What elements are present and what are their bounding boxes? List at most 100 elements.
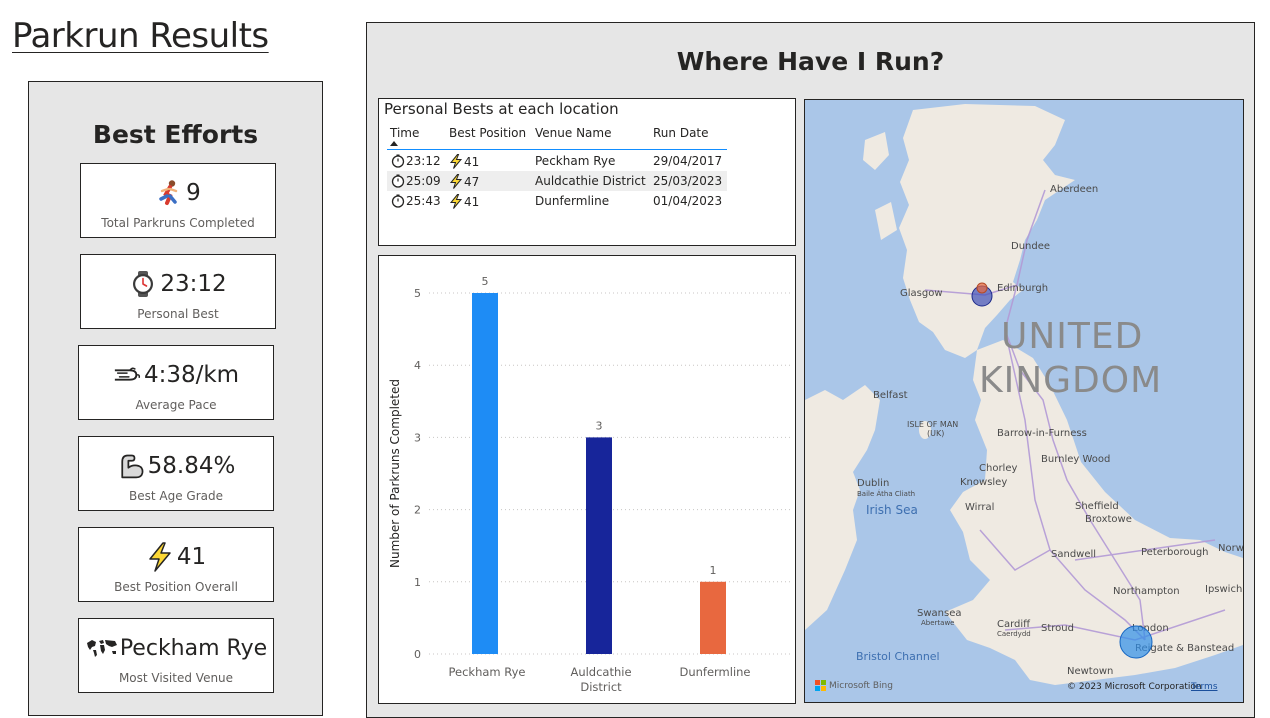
map-label-newtown: Newtown (1067, 666, 1113, 677)
map-label-chorley: Chorley (979, 463, 1017, 474)
average-pace-label: Average Pace (135, 398, 217, 412)
map-copyright: © 2023 Microsoft Corporation (1067, 682, 1202, 692)
map-label-baile-atha-cliath: Baile Átha Cliath (857, 489, 915, 498)
world-map-icon (85, 634, 119, 662)
card-best-position[interactable]: 41 Best Position Overall (78, 527, 274, 602)
most-visited-venue-label: Most Visited Venue (118, 671, 234, 685)
cell-venue: Peckham Rye (535, 154, 616, 168)
data-label: 1 (710, 564, 717, 577)
data-label: 3 (596, 419, 603, 432)
map-label-broxtowe: Broxtowe (1085, 514, 1132, 525)
card-personal-best[interactable]: 23:12 Personal Best (80, 254, 276, 329)
column-header-run-date[interactable]: Run Date (653, 126, 709, 140)
map-label-stroud: Stroud (1041, 623, 1074, 634)
lightning-icon (146, 542, 174, 572)
cell-position: 41 (464, 194, 480, 209)
bar (472, 293, 498, 654)
bubble-peckham-rye[interactable] (1119, 625, 1153, 659)
map-label-sandwell: Sandwell (1051, 549, 1096, 560)
map-label-isle-of-man: ISLE OF MAN (907, 420, 958, 429)
most-visited-venue-value: Peckham Rye (119, 635, 268, 661)
best-efforts-title: Best Efforts (92, 120, 259, 149)
bing-label: Microsoft Bing (829, 680, 893, 691)
stopwatch-icon (391, 174, 405, 188)
table-title: Personal Bests at each location (384, 100, 619, 118)
england-wales-landmass (945, 340, 1243, 685)
cell-date: 29/04/2017 (653, 154, 723, 168)
best-age-grade-label: Best Age Grade (129, 489, 223, 503)
page-title: Parkrun Results (12, 16, 269, 56)
map-label-sheffield: Sheffield (1075, 501, 1119, 512)
map-label-northampton: Northampton (1113, 586, 1180, 597)
personal-best-label: Personal Best (137, 307, 219, 321)
x-tick-label: Dunfermline (679, 665, 750, 679)
personal-best-value: 23:12 (160, 271, 227, 297)
flexed-arm-icon (117, 452, 145, 480)
card-best-age-grade[interactable]: 58.84% Best Age Grade (78, 436, 274, 511)
map-label-bristol-channel: Bristol Channel (856, 650, 940, 663)
data-label: 5 (482, 275, 489, 288)
cell-position: 41 (464, 154, 480, 169)
bar-chart-svg: 0 1 2 3 4 5 Number of Parkruns Completed 5 Peckh… (388, 275, 791, 694)
x-tick-label: Peckham Rye (448, 665, 525, 679)
map-label-peterborough: Peterborough (1141, 547, 1209, 558)
bing-logo: Microsoft Bing (815, 680, 893, 691)
y-tick-label: 0 (414, 648, 421, 661)
scotland-landmass (899, 104, 1075, 358)
wind-icon (113, 361, 141, 389)
best-position-value: 41 (176, 544, 207, 570)
cell-time: 25:43 (406, 194, 441, 208)
y-tick-label: 2 (414, 504, 421, 517)
sort-ascending-icon[interactable] (390, 141, 398, 146)
header-divider (387, 149, 727, 150)
best-position-label: Best Position Overall (114, 580, 238, 594)
y-axis-label: Number of Parkruns Completed (388, 379, 402, 568)
y-tick-label: 3 (414, 431, 421, 444)
map-label-caerdydd: Caerdydd (997, 630, 1031, 638)
best-efforts-panel: Best Efforts 9 Total Parkruns Completed (28, 81, 323, 716)
table-row[interactable]: 25:43 41 Dunfermline 01/04/2023 (387, 191, 727, 211)
map-label-united: UNITED (1001, 316, 1143, 357)
y-tick-label: 1 (414, 576, 421, 589)
uk-map[interactable]: Aberdeen Dundee Glasgow Edinburgh Belfas… (804, 99, 1244, 703)
map-label-irish-sea: Irish Sea (866, 503, 918, 517)
y-tick-label: 5 (414, 287, 421, 300)
total-parkruns-label: Total Parkruns Completed (101, 216, 255, 230)
parkruns-bar-chart: 0 1 2 3 4 5 Number of Parkruns Completed 5 Peckh… (378, 255, 796, 704)
lightning-icon (449, 194, 463, 209)
cell-position: 47 (464, 174, 480, 189)
map-label-knowsley: Knowsley (960, 477, 1007, 488)
bar (700, 581, 726, 654)
cell-time: 25:09 (406, 174, 441, 188)
map-label-aberdeen: Aberdeen (1050, 184, 1098, 195)
best-age-grade-value: 58.84% (147, 453, 236, 479)
map-canvas[interactable]: Aberdeen Dundee Glasgow Edinburgh Belfas… (805, 100, 1243, 702)
card-most-visited-venue[interactable]: Peckham Rye Most Visited Venue (78, 618, 274, 693)
table-row[interactable]: 25:09 47 Auldcathie District 25/03/2023 (387, 171, 727, 191)
map-label-dundee: Dundee (1011, 241, 1050, 252)
table-row[interactable]: 23:12 41 Peckham Rye 29/04/2017 (387, 151, 727, 171)
map-label-uk: (UK) (927, 429, 944, 438)
where-title: Where Have I Run? (676, 47, 945, 76)
watch-icon (129, 270, 157, 298)
card-total-parkruns[interactable]: 9 Total Parkruns Completed (80, 163, 276, 238)
card-average-pace[interactable]: 4:38/km Average Pace (78, 345, 274, 420)
bar (586, 437, 612, 654)
map-terms-link[interactable]: Terms (1191, 682, 1218, 692)
average-pace-value: 4:38/km (143, 362, 240, 388)
map-label-burnley: Burnley Wood (1041, 454, 1110, 465)
column-header-best-position[interactable]: Best Position (449, 126, 527, 140)
lightning-icon (449, 154, 463, 169)
map-label-london: London (1132, 623, 1169, 634)
cell-date: 25/03/2023 (653, 174, 723, 188)
total-parkruns-value: 9 (186, 180, 201, 206)
bubble-dunfermline[interactable] (976, 282, 988, 294)
lightning-icon (449, 174, 463, 189)
column-header-time[interactable]: Time (390, 126, 420, 140)
map-label-abertawe: Abertawe (921, 619, 954, 627)
cell-venue: Dunfermline (535, 194, 610, 208)
map-label-cardiff: Cardiff (997, 619, 1031, 630)
column-header-venue-name[interactable]: Venue Name (535, 126, 612, 140)
cell-date: 01/04/2023 (653, 194, 723, 208)
personal-bests-table: Personal Bests at each location Time Bes… (378, 98, 796, 246)
